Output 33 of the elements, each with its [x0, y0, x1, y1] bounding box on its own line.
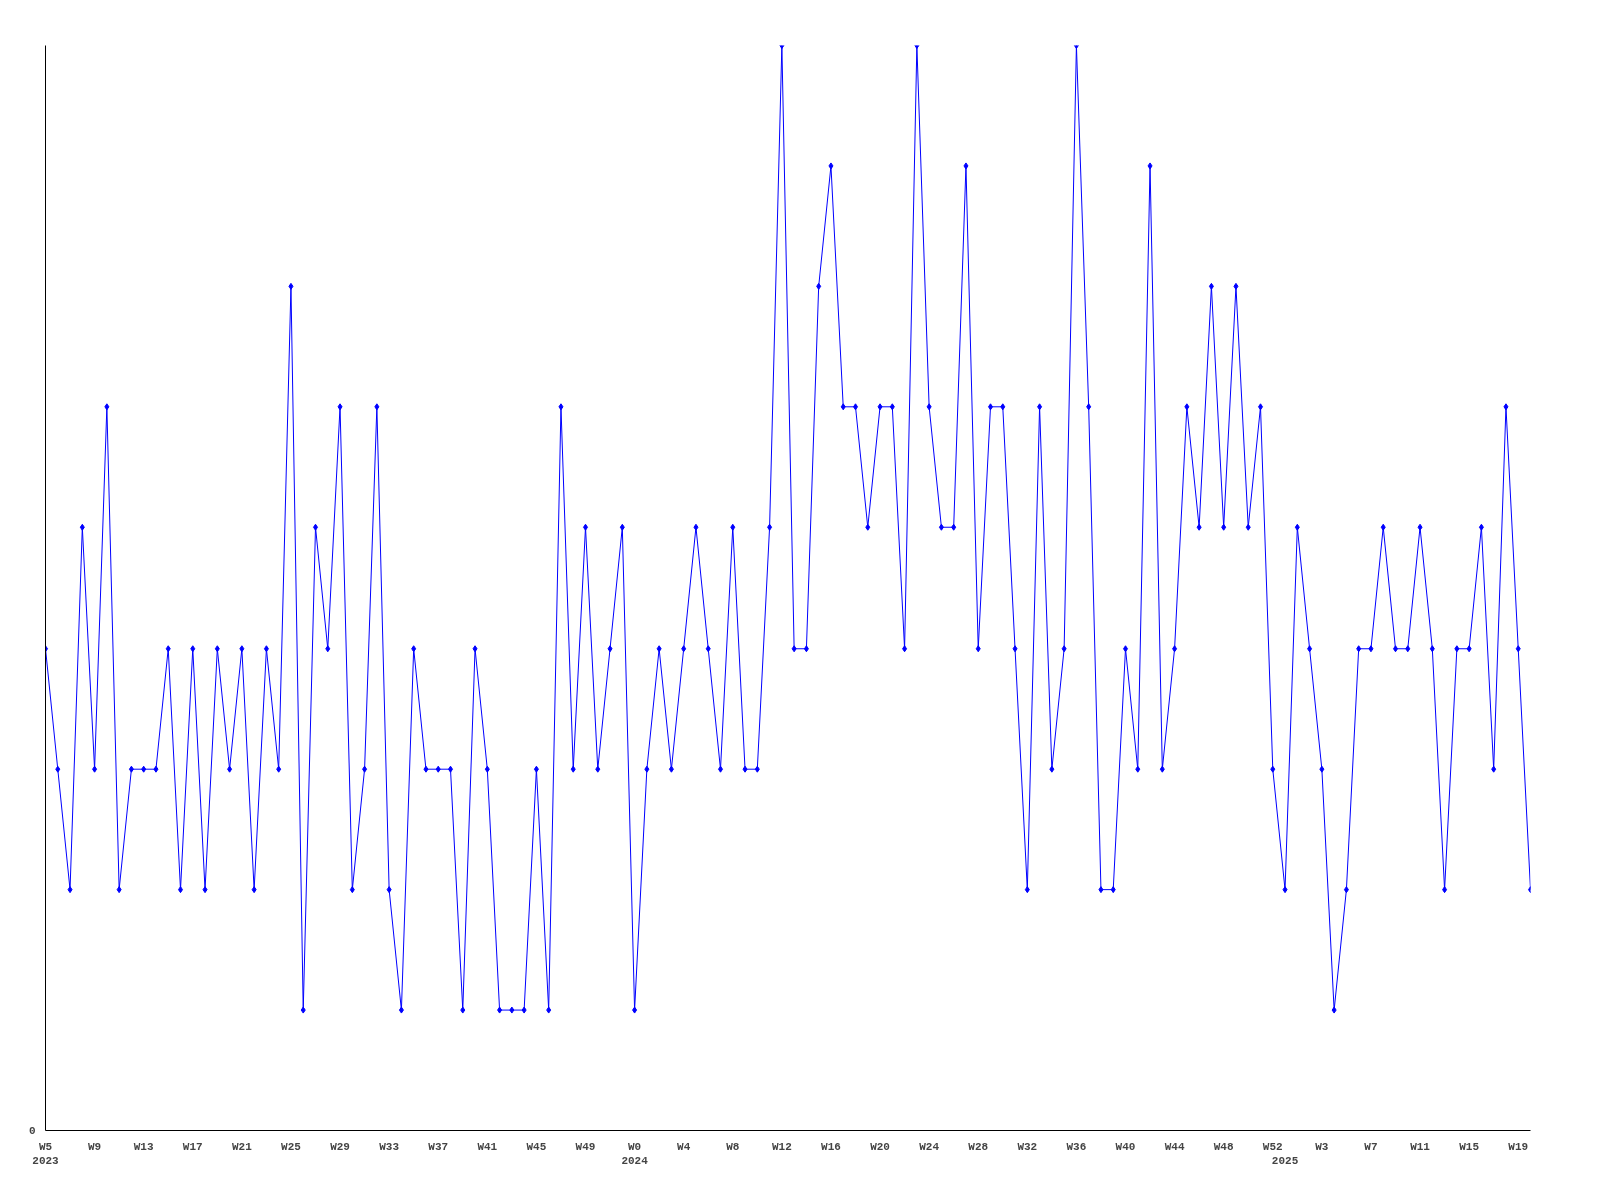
x-tick-label: W21	[231, 1140, 253, 1153]
x-tick-label: W44	[1164, 1140, 1185, 1153]
x-tick-label: W17	[182, 1140, 203, 1153]
x-tick-label: W13	[133, 1140, 154, 1153]
x-tick-label: W32	[1017, 1140, 1038, 1153]
x-tick-label: W3	[1315, 1140, 1329, 1153]
x-tick-label: W37	[428, 1140, 449, 1153]
x-tick-label: W40	[1115, 1140, 1136, 1153]
x-tick-label: W28	[968, 1140, 989, 1153]
x-tick-label: W45	[526, 1140, 547, 1153]
x-tick-label: W48	[1213, 1140, 1234, 1153]
x-tick-label: W25	[281, 1140, 302, 1153]
x-tick-label: W8	[726, 1140, 740, 1153]
x-tick-label: W12	[771, 1140, 792, 1153]
x-tick-label: W41	[477, 1140, 498, 1153]
text: 0	[28, 1125, 36, 1137]
x-tick-label: W15	[1459, 1140, 1480, 1153]
x-tick-label: W5 2023	[32, 1140, 60, 1167]
x-tick-label: W33	[379, 1140, 400, 1153]
x-tick-label: W19	[1508, 1140, 1529, 1153]
x-tick-label: W11	[1410, 1140, 1431, 1153]
x-tick-label: W49	[575, 1140, 596, 1153]
x-tick-label: W20	[870, 1140, 890, 1153]
x-tick-label: W52	[1262, 1140, 1283, 1153]
x-tick-label: W16	[821, 1140, 841, 1153]
x-tick-label: W4	[677, 1140, 691, 1153]
x-tick-label: W24	[919, 1140, 940, 1153]
x-tick-label: W0 2024	[621, 1140, 649, 1167]
x-tick-label: 2025	[1271, 1154, 1299, 1167]
x-tick-label: W7	[1364, 1140, 1378, 1153]
x-tick-label: W9	[87, 1140, 102, 1153]
x-tick-label: W29	[330, 1140, 350, 1153]
x-tick-label: W36	[1066, 1140, 1087, 1153]
